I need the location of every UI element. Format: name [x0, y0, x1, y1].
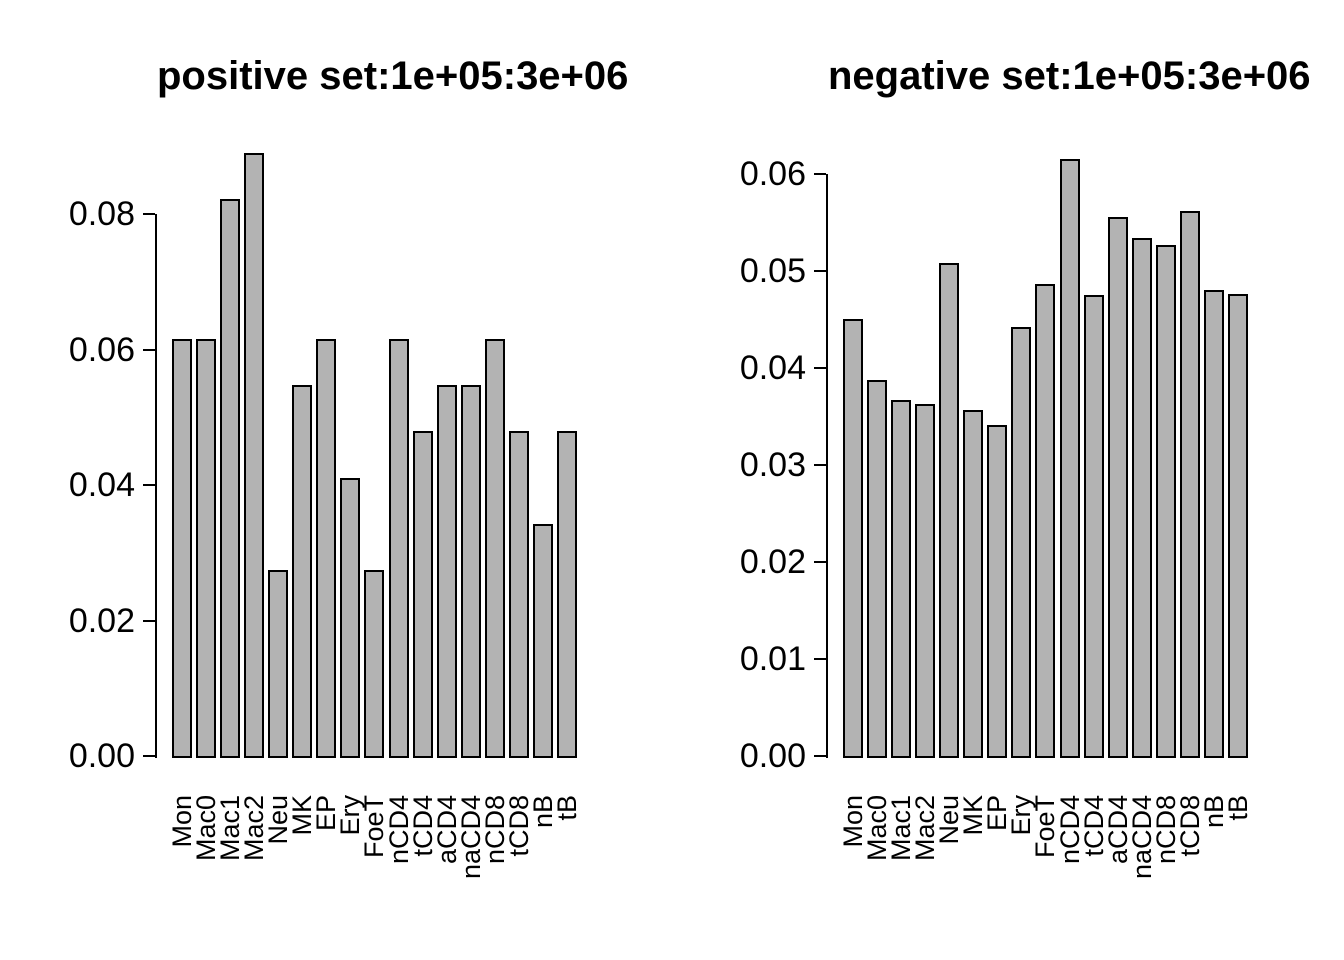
bar-FoeT	[1035, 284, 1055, 758]
y-tick-mark	[814, 755, 826, 757]
bar-tB	[557, 431, 577, 758]
chart-title-negative: negative set:1e+05:3e+06	[828, 54, 1311, 98]
y-tick-mark	[814, 367, 826, 369]
y-tick-mark	[814, 173, 826, 175]
chart-title-positive: positive set:1e+05:3e+06	[157, 54, 629, 98]
y-tick-mark	[814, 658, 826, 660]
y-axis-line	[155, 214, 157, 758]
bar-Neu	[268, 570, 288, 758]
y-tick-label: 0.00	[739, 737, 806, 775]
bar-EP	[987, 425, 1007, 758]
bar-naCD4	[1132, 238, 1152, 758]
bar-tCD8	[509, 431, 529, 758]
bar-naCD4	[461, 385, 481, 758]
y-tick-label: 0.02	[739, 543, 806, 581]
y-tick-label: 0.06	[68, 331, 135, 369]
bar-tCD8	[1180, 211, 1200, 758]
bar-nCD8	[485, 339, 505, 758]
bar-Mon	[843, 319, 863, 758]
bar-Mac2	[244, 153, 264, 758]
bar-Mon	[172, 339, 192, 758]
y-tick-mark	[143, 349, 155, 351]
bar-MK	[963, 410, 983, 758]
bar-aCD4	[1108, 217, 1128, 758]
bar-nCD4	[389, 339, 409, 758]
y-tick-mark	[814, 464, 826, 466]
y-tick-label: 0.01	[739, 640, 806, 678]
bar-FoeT	[364, 570, 384, 758]
y-tick-mark	[814, 561, 826, 563]
bar-Mac1	[220, 199, 240, 758]
y-tick-label: 0.06	[739, 155, 806, 193]
bar-aCD4	[437, 385, 457, 758]
y-tick-label: 0.04	[68, 466, 135, 504]
y-tick-mark	[143, 755, 155, 757]
bar-Mac0	[867, 380, 887, 758]
bar-tCD4	[413, 431, 433, 758]
y-tick-mark	[814, 270, 826, 272]
bar-Ery	[1011, 327, 1031, 758]
bar-Mac0	[196, 339, 216, 758]
x-tick-label-tB: tB	[1223, 795, 1253, 821]
bar-nCD4	[1060, 159, 1080, 758]
bar-tCD4	[1084, 295, 1104, 758]
bar-Mac2	[915, 404, 935, 758]
bar-tB	[1228, 294, 1248, 758]
y-axis-line	[826, 174, 828, 758]
y-tick-label: 0.02	[68, 602, 135, 640]
bar-EP	[316, 339, 336, 758]
bar-nB	[1204, 290, 1224, 758]
y-tick-label: 0.08	[68, 195, 135, 233]
bar-Ery	[340, 478, 360, 758]
y-tick-mark	[143, 213, 155, 215]
x-tick-label-tB: tB	[552, 795, 582, 821]
bar-MK	[292, 385, 312, 758]
bar-nCD8	[1156, 245, 1176, 758]
bar-nB	[533, 524, 553, 758]
y-tick-label: 0.05	[739, 252, 806, 290]
y-tick-label: 0.04	[739, 349, 806, 387]
bar-Neu	[939, 263, 959, 758]
y-tick-label: 0.00	[68, 737, 135, 775]
bar-Mac1	[891, 400, 911, 758]
y-tick-label: 0.03	[739, 446, 806, 484]
y-tick-mark	[143, 620, 155, 622]
y-tick-mark	[143, 484, 155, 486]
